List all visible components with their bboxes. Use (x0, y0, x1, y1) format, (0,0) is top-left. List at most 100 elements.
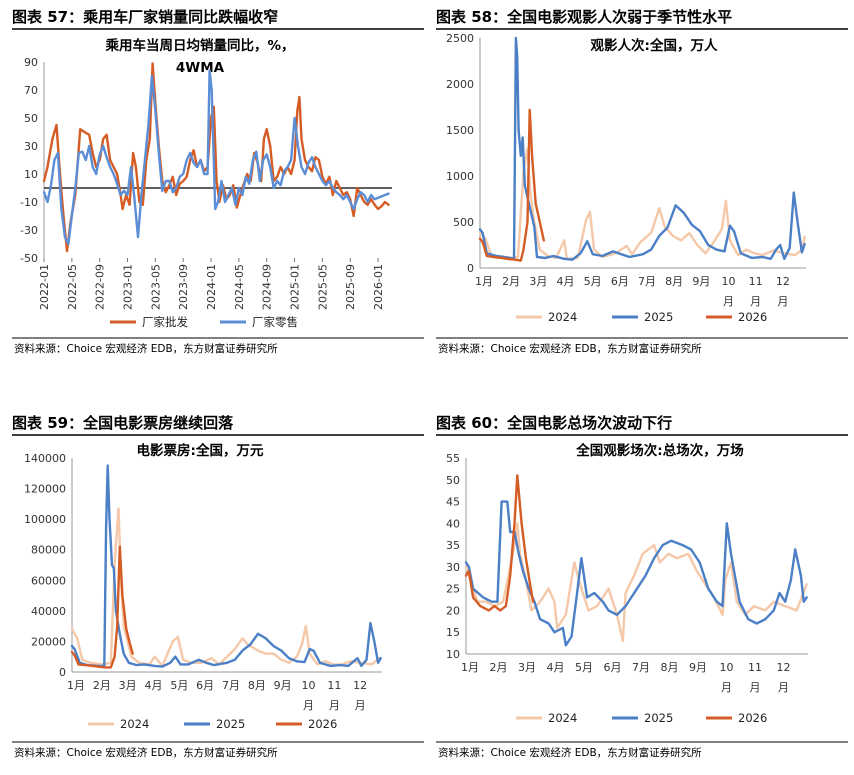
x-tick-label: 1月 (475, 275, 493, 288)
x-tick-label: 10 (722, 275, 736, 288)
x-tick-label: 5月 (584, 275, 602, 288)
series-line-厂家批发 (42, 62, 390, 253)
y-tick-label: 50 (24, 112, 38, 125)
x-tick-label: 11 (749, 275, 763, 288)
x-tick-label: 2024-05 (233, 264, 246, 310)
legend-label: 2026 (308, 717, 337, 731)
x-tick-label: 2025-01 (289, 264, 302, 310)
y-tick-label: 0 (467, 262, 474, 275)
chart-title: 乘用车当周日均销量同比，%， (104, 37, 294, 54)
x-tick-unit: 月 (750, 295, 761, 308)
y-tick-label: 10 (446, 648, 460, 661)
x-tick-label: 7月 (638, 275, 656, 288)
x-tick-unit: 月 (777, 295, 788, 308)
y-tick-label: 80000 (31, 544, 66, 557)
y-tick-label: 100000 (24, 513, 66, 526)
series-line-2025 (478, 36, 806, 261)
x-tick-label: 11 (748, 661, 762, 674)
series-line-2026 (478, 108, 545, 262)
source-note: 资料来源：Choice 宏观经济 EDB，东方财富证券研究所 (438, 342, 702, 355)
x-tick-label: 2022-05 (66, 264, 79, 310)
y-tick-label: 55 (446, 452, 460, 465)
x-tick-label: 4月 (547, 661, 565, 674)
y-tick-label: 10 (24, 168, 38, 181)
x-tick-label: 2023-09 (177, 264, 190, 310)
y-tick-label: 70 (24, 84, 38, 97)
y-tick-label: 20 (446, 604, 460, 617)
series-line-2025 (70, 464, 382, 668)
legend-label: 2026 (738, 711, 767, 725)
x-tick-label: 2026-01 (372, 264, 385, 310)
y-tick-label: 1500 (446, 124, 474, 137)
x-tick-label: 2023-05 (149, 264, 162, 310)
x-tick-label: 7月 (222, 679, 240, 692)
y-tick-label: -30 (20, 224, 38, 237)
legend-label: 2025 (216, 717, 245, 731)
panel-title: 图表 58：全国电影观影人次弱于季节性水平 (436, 8, 732, 26)
x-tick-label: 6月 (196, 679, 214, 692)
x-tick-label: 8月 (248, 679, 266, 692)
x-tick-label: 12 (777, 661, 791, 674)
y-tick-label: 25 (446, 583, 460, 596)
x-tick-label: 3月 (119, 679, 137, 692)
series-line-2026 (70, 545, 134, 669)
x-tick-label: 3月 (529, 275, 547, 288)
x-tick-label: 2025-09 (344, 264, 357, 310)
series-line-厂家零售 (42, 69, 390, 246)
chart-title: 电影票房:全国，万元 (137, 442, 264, 459)
y-tick-label: 0 (59, 666, 66, 679)
y-tick-label: 140000 (24, 452, 66, 465)
y-tick-label: 40 (446, 517, 460, 530)
x-tick-unit: 月 (329, 699, 340, 712)
y-tick-label: 90 (24, 56, 38, 69)
x-tick-label: 1月 (461, 661, 479, 674)
x-tick-unit: 月 (303, 699, 314, 712)
y-tick-label: 20000 (31, 635, 66, 648)
x-tick-label: 2024-09 (261, 264, 274, 310)
panel-title: 图表 57：乘用车厂家销量同比跌幅收窄 (12, 8, 278, 26)
source-note: 资料来源：Choice 宏观经济 EDB，东方财富证券研究所 (14, 746, 278, 759)
x-tick-label: 5月 (575, 661, 593, 674)
legend-label: 2025 (644, 310, 673, 324)
y-tick-label: 50 (446, 474, 460, 487)
x-tick-label: 2022-01 (38, 264, 51, 310)
legend-label: 2025 (644, 711, 673, 725)
legend-label: 厂家批发 (142, 315, 188, 329)
panel-title: 图表 60：全国电影总场次波动下行 (436, 414, 672, 432)
legend-label: 厂家零售 (252, 315, 298, 329)
source-note: 资料来源：Choice 宏观经济 EDB，东方财富证券研究所 (438, 746, 702, 759)
x-tick-unit: 月 (778, 681, 789, 694)
x-tick-label: 7月 (632, 661, 650, 674)
chart-title: 观影人次:全国，万人 (591, 37, 718, 54)
legend-label: 2026 (738, 310, 767, 324)
x-tick-label: 9月 (692, 275, 710, 288)
x-tick-label: 2022-09 (94, 264, 107, 310)
y-tick-label: 2000 (446, 78, 474, 91)
x-tick-label: 5月 (170, 679, 188, 692)
y-tick-label: 40000 (31, 605, 66, 618)
source-note: 资料来源：Choice 宏观经济 EDB，东方财富证券研究所 (14, 342, 278, 355)
x-tick-label: 8月 (665, 275, 683, 288)
x-tick-unit: 月 (355, 699, 366, 712)
x-tick-label: 2024-01 (205, 264, 218, 310)
chart-title: 全国观影场次:总场次，万场 (575, 442, 743, 459)
x-tick-label: 2023-01 (122, 264, 135, 310)
x-tick-label: 6月 (611, 275, 629, 288)
chart-subtitle: 4WMA (176, 60, 225, 76)
y-tick-label: -50 (20, 252, 38, 265)
y-tick-label: 30 (24, 140, 38, 153)
y-tick-label: 120000 (24, 483, 66, 496)
x-tick-label: 4月 (557, 275, 575, 288)
x-tick-label: 4月 (145, 679, 163, 692)
legend-label: 2024 (120, 717, 149, 731)
legend-label: 2024 (548, 711, 577, 725)
x-tick-label: 2月 (93, 679, 111, 692)
x-tick-label: 12 (353, 679, 367, 692)
x-tick-label: 3月 (518, 661, 536, 674)
y-tick-label: 30 (446, 561, 460, 574)
